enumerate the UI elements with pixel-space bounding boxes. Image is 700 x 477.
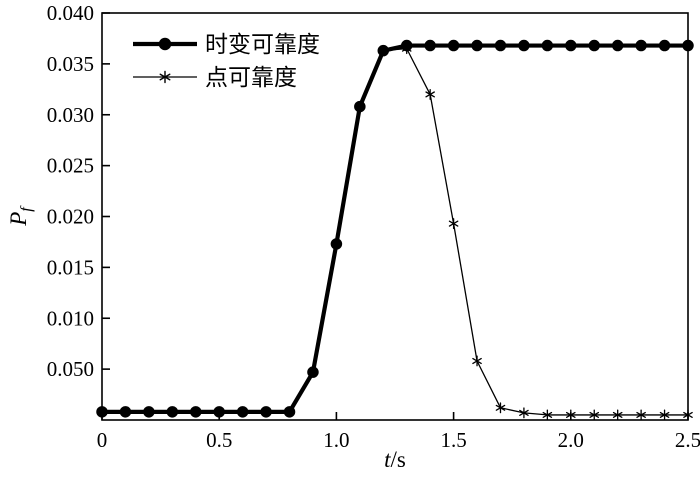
asterisk-marker [589,409,600,421]
circle-marker [658,39,671,52]
x-axis-label: t/s [384,447,406,472]
legend-label: 时变可靠度 [205,32,320,57]
circle-marker [471,39,483,52]
asterisk-marker [495,402,506,414]
y-tick-label: 0.050 [47,357,94,381]
y-tick-label: 0.030 [47,103,94,127]
circle-marker [494,39,507,52]
x-axis: 0 0.5 1.0 1.5 2.0 2.5 [97,412,700,452]
circle-marker [96,406,108,418]
y-tick-label: 0.015 [47,255,94,279]
circle-marker [143,406,155,418]
y-tick-label: 0.025 [47,154,94,178]
circle-marker [213,406,225,418]
asterisk-marker [542,409,553,421]
circle-marker [424,39,436,52]
asterisk-marker [425,88,435,100]
y-tick-label: 0.035 [47,52,94,76]
asterisk-marker [565,409,576,421]
circle-marker [166,406,179,418]
y-axis-label: Pf [6,205,35,227]
circle-marker [307,366,319,378]
circle-marker [400,39,413,52]
asterisk-marker [472,355,482,367]
y-tick-label: 0.040 [47,1,94,25]
legend-label: 点可靠度 [205,65,297,90]
x-tick-label: 0.5 [206,428,232,452]
x-tick-label: 2.5 [675,428,700,452]
legend-circle-marker [158,37,172,51]
y-tick-label: 0.010 [47,306,94,330]
y-tick-label: 0.020 [47,205,94,229]
legend-item-point-reliability: 点可靠度 [133,65,297,90]
circle-marker [682,39,694,52]
circle-marker [260,406,272,418]
asterisk-marker [683,409,693,421]
asterisk-marker [612,409,623,421]
series-time-variant-reliability-line [102,43,688,414]
series-point-reliability-line [102,47,688,416]
circle-marker [236,406,249,418]
circle-marker [283,406,296,418]
circle-marker [518,39,530,52]
circle-marker [330,238,343,250]
x-tick-label: 1.5 [440,428,466,452]
circle-marker [119,406,132,418]
x-tick-label: 1.0 [323,428,349,452]
legend-item-time-variant-reliability: 时变可靠度 [133,32,320,57]
circle-marker [611,39,624,52]
circle-marker [565,39,577,52]
x-tick-label: 2.0 [558,428,584,452]
y-axis: 0.050 0.010 0.015 0.020 0.025 0.030 0.035 0.040 [47,1,110,381]
circle-marker [541,39,554,52]
circle-marker [354,100,366,113]
asterisk-marker [659,409,670,421]
circle-marker [588,39,600,52]
circle-marker [377,44,390,57]
circle-marker [447,39,460,52]
circle-marker [190,406,202,418]
circle-marker [635,39,647,52]
asterisk-marker [636,409,646,421]
asterisk-marker [519,407,529,419]
series-point-reliability [97,43,693,421]
legend-asterisk-marker [159,70,171,84]
plot-frame [101,12,689,421]
x-tick-label: 0 [97,428,108,452]
series-time-variant-reliability [96,39,694,418]
asterisk-marker [448,218,459,230]
